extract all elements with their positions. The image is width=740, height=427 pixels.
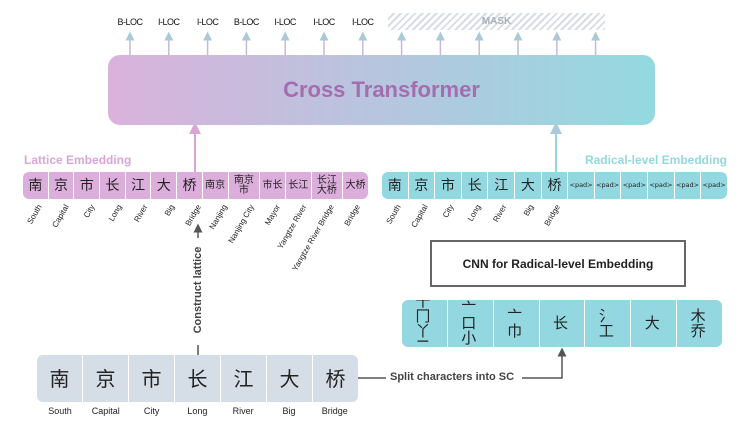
construct-lattice-label: Construct lattice bbox=[192, 246, 204, 334]
radical-group: 亠巾 bbox=[494, 300, 540, 347]
characters-row: 南京市长江大桥 bbox=[37, 355, 358, 402]
character-token: 市 bbox=[129, 355, 175, 402]
lattice-embedding-row: 南京市长江大桥南京 南京市 市长 长江 长江大桥 大桥 bbox=[23, 172, 368, 199]
lattice-token: 长江大桥 bbox=[312, 172, 344, 199]
output-tag: I-LOC bbox=[158, 17, 180, 27]
output-tag: I-LOC bbox=[196, 17, 219, 27]
output-tag: I-LOC bbox=[274, 17, 296, 27]
output-tag: I-LOC bbox=[313, 17, 335, 27]
lattice-token: 长 bbox=[100, 172, 126, 199]
character-gloss: Long bbox=[187, 406, 208, 416]
character-token: 江 bbox=[221, 355, 267, 402]
lattice-token: 长江 bbox=[286, 172, 312, 199]
radical-group: 木乔 bbox=[690, 306, 709, 340]
radical-token: <pad> bbox=[568, 172, 595, 199]
radical-token: 大 bbox=[515, 172, 542, 199]
radical-token: 市 bbox=[435, 172, 462, 199]
radical-token: <pad> bbox=[621, 172, 649, 199]
radical-token: <pad> bbox=[675, 172, 702, 199]
radical-embedding-row: 南京市长江大桥 <pad> <pad> <pad> <pad> <pad> <pad> bbox=[382, 172, 727, 199]
lattice-token: 桥 bbox=[177, 172, 203, 199]
lattice-token: 市 bbox=[74, 172, 101, 199]
output-tag: B-LOC bbox=[233, 17, 260, 27]
character-gloss: River bbox=[232, 406, 254, 416]
radical-token: 江 bbox=[488, 172, 516, 199]
character-gloss: Big bbox=[282, 406, 296, 416]
radical-groups-row: 十冂 丫二 亠口 小亠巾长氵工大木乔 bbox=[402, 300, 722, 347]
radical-token: <pad> bbox=[702, 181, 726, 190]
lattice-token: 市长 bbox=[260, 172, 286, 199]
radical-token: 桥 bbox=[542, 172, 569, 199]
radical-group: 亠口 小 bbox=[448, 300, 494, 347]
radical-token: 京 bbox=[409, 172, 436, 199]
radical-group: 大 bbox=[631, 300, 678, 347]
cross-transformer-block: Cross Transformer bbox=[108, 55, 655, 125]
lattice-token: 南 bbox=[23, 172, 49, 199]
character-gloss: City bbox=[143, 406, 160, 416]
character-token: 大 bbox=[267, 355, 313, 402]
radical-token: 南 bbox=[382, 172, 409, 199]
radical-group: 氵工 bbox=[585, 300, 632, 347]
character-token: 南 bbox=[37, 355, 83, 402]
radical-token: 长 bbox=[462, 172, 489, 199]
radical-token: <pad> bbox=[595, 172, 622, 199]
lattice-token: 南京 bbox=[203, 172, 229, 199]
lattice-token: 江 bbox=[126, 172, 152, 199]
radical-token: <pad> bbox=[648, 172, 675, 199]
radical-group: 十冂 丫二 bbox=[402, 300, 448, 347]
character-token: 桥 bbox=[325, 366, 346, 391]
lattice-token: 南京市 bbox=[229, 172, 261, 199]
character-gloss: Bridge bbox=[321, 406, 348, 416]
character-token: 长 bbox=[175, 355, 221, 402]
split-characters-label: Split characters into SC bbox=[390, 371, 515, 383]
lattice-token: 京 bbox=[49, 172, 75, 199]
character-gloss: Capital bbox=[91, 406, 120, 416]
character-token: 京 bbox=[83, 355, 129, 402]
radical-group: 长 bbox=[540, 300, 586, 347]
lattice-embedding-title: Lattice Embedding bbox=[24, 153, 132, 167]
lattice-token: 大 bbox=[151, 172, 178, 199]
output-tag: B-LOC bbox=[117, 17, 143, 27]
character-gloss: South bbox=[48, 406, 72, 416]
cnn-block: CNN for Radical-level Embedding bbox=[430, 240, 686, 287]
mask-region: MASK bbox=[388, 13, 605, 30]
lattice-token: 大桥 bbox=[345, 179, 366, 191]
output-tag: I-LOC bbox=[352, 17, 374, 27]
radical-embedding-title: Radical-level Embedding bbox=[584, 153, 727, 167]
